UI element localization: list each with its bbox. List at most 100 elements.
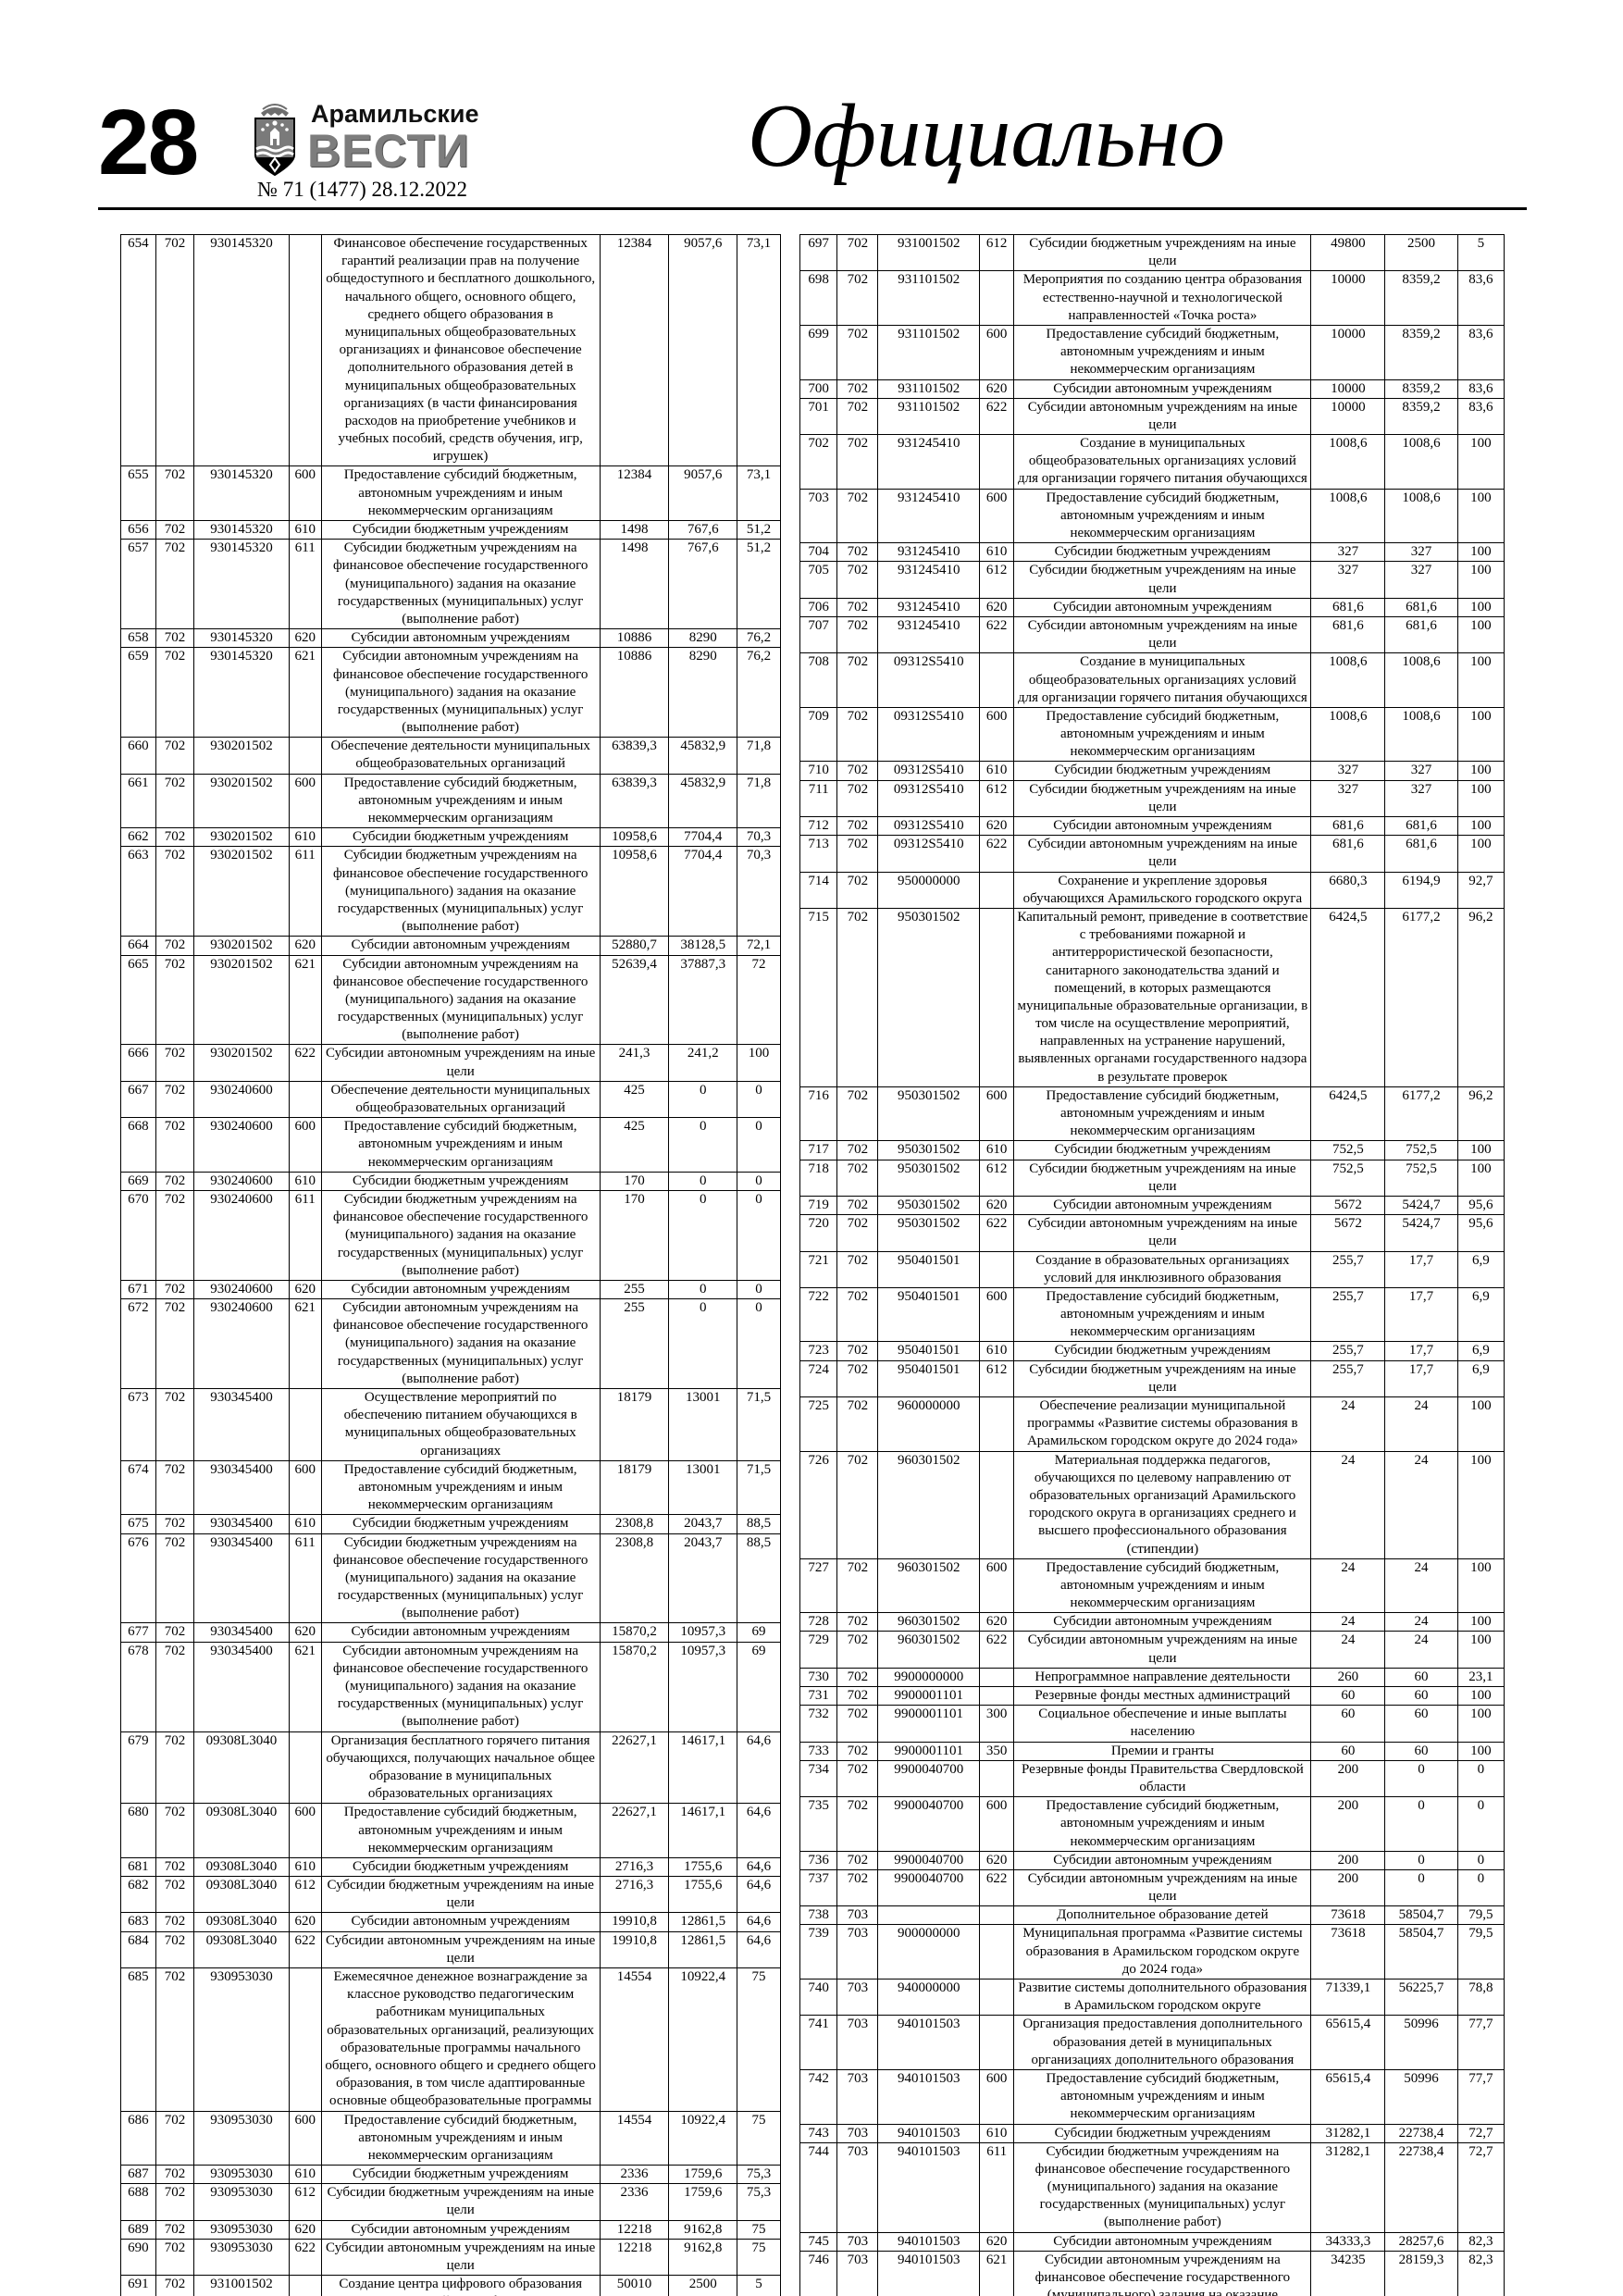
- cell-sub: 600: [979, 1558, 1015, 1614]
- cell-desc: Муниципальная программа «Развитие систем…: [1013, 1924, 1312, 1980]
- cell-desc: Субсидии бюджетным учреждениям на иные ц…: [320, 2183, 601, 2221]
- cell-v1: 18179: [599, 1459, 670, 1516]
- cell-pct: 6,9: [1456, 1359, 1505, 1398]
- cell-desc: Субсидии бюджетным учреждениям: [1013, 761, 1312, 781]
- table-row: 677 702 930345400 620 Субсидии автономным уч…: [120, 1622, 782, 1643]
- budget-table-left: 654 702 930145320 Финансовое обеспечение го…: [120, 233, 782, 2296]
- cell-num: 673: [120, 1388, 156, 1461]
- cell-desc: Субсидии автономным учреждениям: [1013, 1195, 1312, 1216]
- cell-num: 723: [799, 1341, 838, 1361]
- cell-sub: 622: [979, 397, 1015, 436]
- cell-v1: 6424,5: [1310, 1086, 1386, 1142]
- cell-pct: 0: [736, 1298, 782, 1389]
- cell-desc: Субсидии автономным учреждениям: [320, 936, 601, 956]
- cell-desc: Субсидии автономным учреждениям на иные …: [1013, 397, 1312, 436]
- cell-pct: 51,2: [736, 539, 782, 630]
- cell-sub: 612: [979, 561, 1015, 599]
- table-row: 737 702 9900040700 622 Субсидии автономным у…: [799, 1868, 1505, 1907]
- cell-sub: 621: [288, 954, 322, 1046]
- cell-code: 09312S5410: [877, 761, 981, 781]
- cell-pct: 96,2: [1456, 907, 1505, 1087]
- cell-adm: 702: [836, 1086, 879, 1142]
- table-row: 731 702 9900001101 Резервные фонды местных …: [799, 1685, 1505, 1706]
- cell-desc: Субсидии автономным учреждениям на иные …: [1013, 615, 1312, 654]
- cell-code: 9900040700: [877, 1796, 981, 1852]
- cell-v2: 45832,9: [668, 737, 737, 775]
- cell-num: 706: [799, 597, 838, 617]
- cell-v2: 752,5: [1384, 1140, 1458, 1160]
- cell-desc: Создание в муниципальных общеобразовател…: [1013, 434, 1312, 490]
- cell-pct: 70,3: [736, 827, 782, 848]
- cell-sub: 622: [979, 1868, 1015, 1907]
- cell-code: 930240600: [193, 1080, 290, 1119]
- cell-sub: 612: [288, 2183, 322, 2221]
- cell-pct: 72: [736, 954, 782, 1046]
- cell-code: 9900040700: [877, 1868, 981, 1907]
- cell-desc: Предоставление субсидий бюджетным, автон…: [320, 773, 601, 829]
- cell-code: 931101502: [877, 270, 981, 326]
- cell-num: 705: [799, 561, 838, 599]
- cell-adm: 702: [836, 815, 879, 837]
- cell-code: 960301502: [877, 1612, 981, 1632]
- cell-pct: 70,3: [736, 846, 782, 937]
- cell-v1: 52639,4: [599, 954, 670, 1046]
- cell-num: 717: [799, 1140, 838, 1160]
- cell-pct: 5: [736, 2275, 782, 2296]
- cell-pct: 82,3: [1456, 2231, 1505, 2252]
- cell-adm: 702: [155, 737, 195, 775]
- cell-pct: 23,1: [1456, 1667, 1505, 1688]
- cell-adm: 702: [155, 1189, 195, 1281]
- cell-desc: Субсидии бюджетным учреждениям на иные ц…: [1013, 1359, 1312, 1398]
- cell-v1: 10000: [1310, 324, 1386, 380]
- cell-num: 672: [120, 1298, 156, 1389]
- cell-pct: 0: [736, 1117, 782, 1173]
- cell-pct: 100: [1456, 434, 1505, 490]
- cell-num: 737: [799, 1868, 838, 1907]
- cell-num: 734: [799, 1759, 838, 1798]
- cell-num: 669: [120, 1171, 156, 1191]
- cell-desc: Субсидии автономным учреждениям на иные …: [1013, 1214, 1312, 1252]
- cell-adm: 702: [836, 1450, 879, 1559]
- cell-pct: 95,6: [1456, 1214, 1505, 1252]
- table-row: 690 702 930953030 622 Субсидии автономным уч…: [120, 2238, 782, 2277]
- cell-v1: 22627,1: [599, 1803, 670, 1858]
- cell-num: 671: [120, 1279, 156, 1300]
- table-row: 681 702 09308L3040 610 Субсидии бюджетным уч…: [120, 1856, 782, 1878]
- cell-desc: Предоставление субсидий бюджетным, автон…: [1013, 706, 1312, 763]
- cell-v2: 24: [1384, 1396, 1458, 1452]
- cell-v2: 58504,7: [1384, 1905, 1458, 1926]
- table-row: 733 702 9900001101 350 Премии и гранты 60 60 10…: [799, 1741, 1505, 1761]
- cell-v1: 255,7: [1310, 1250, 1386, 1288]
- cell-v2: 14617,1: [668, 1803, 737, 1858]
- cell-pct: 83,6: [1456, 324, 1505, 380]
- cell-code: 9900001101: [877, 1685, 981, 1706]
- cell-desc: Субсидии автономным учреждениям: [1013, 815, 1312, 837]
- cell-v1: 60: [1310, 1705, 1386, 1743]
- cell-sub: 612: [288, 1876, 322, 1914]
- cell-v1: 1008,6: [1310, 706, 1386, 763]
- cell-sub: 620: [979, 815, 1015, 837]
- cell-code: 930953030: [193, 1967, 290, 2112]
- cell-num: 678: [120, 1641, 156, 1732]
- cell-adm: 702: [155, 647, 195, 738]
- cell-sub: 611: [288, 539, 322, 630]
- cell-desc: Субсидии автономным учреждениям на иные …: [1013, 1631, 1312, 1669]
- cell-v2: 8359,2: [1384, 379, 1458, 399]
- cell-adm: 702: [836, 761, 879, 781]
- table-row: 713 702 09312S5410 622 Субсидии автономным у…: [799, 835, 1505, 873]
- cell-v2: 24: [1384, 1558, 1458, 1614]
- cell-pct: 0: [1456, 1868, 1505, 1907]
- cell-code: 960301502: [877, 1558, 981, 1614]
- cell-desc: Субсидии бюджетным учреждениям на финанс…: [320, 846, 601, 937]
- cell-pct: 79,5: [1456, 1924, 1505, 1980]
- cell-num: 675: [120, 1514, 156, 1534]
- cell-num: 684: [120, 1930, 156, 1969]
- cell-pct: 100: [1456, 1450, 1505, 1559]
- cell-pct: 75,3: [736, 2183, 782, 2221]
- cell-sub: 620: [288, 1279, 322, 1300]
- cell-sub: 600: [288, 2110, 322, 2166]
- cell-adm: 702: [155, 1912, 195, 1932]
- cell-code: 9900000000: [877, 1667, 981, 1688]
- cell-adm: 702: [155, 1930, 195, 1969]
- table-row: 682 702 09308L3040 612 Субсидии бюджетным уч…: [120, 1876, 782, 1914]
